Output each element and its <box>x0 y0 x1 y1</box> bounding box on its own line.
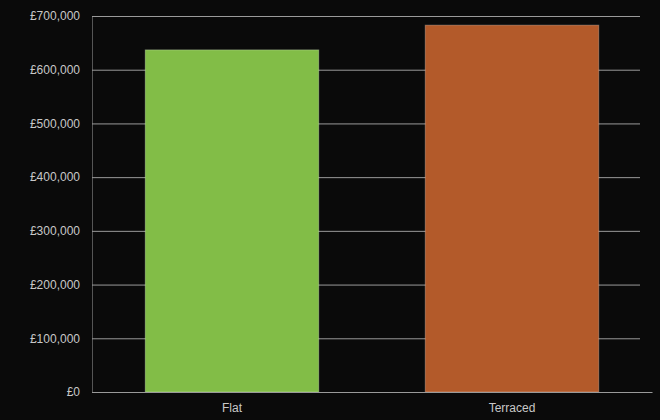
chart: £0 £100,000 £200,000 £300,000 £400,000 £500,0… <box>0 0 660 420</box>
x-tick-label: Flat <box>222 401 243 415</box>
x-tick: Flat <box>222 401 243 415</box>
grid-line <box>92 16 640 17</box>
y-axis: £0 £100,000 £200,000 £300,000 £400,000 £500,0… <box>30 9 640 399</box>
y-axis-line <box>92 17 93 393</box>
y-tick-label: £500,000 <box>30 117 80 131</box>
y-tick-label: £100,000 <box>30 332 80 346</box>
x-axis-line <box>93 392 653 393</box>
y-tick-label: £300,000 <box>30 224 80 238</box>
bar <box>145 50 319 392</box>
y-tick-label: £0 <box>67 385 81 399</box>
y-tick-label: £400,000 <box>30 170 80 184</box>
y-tick: £700,000 <box>30 9 640 23</box>
background <box>0 0 660 420</box>
bar <box>425 25 599 392</box>
y-tick-label: £700,000 <box>30 9 80 23</box>
x-tick-label: Terraced <box>489 401 536 415</box>
y-tick-label: £600,000 <box>30 63 80 77</box>
x-tick: Terraced <box>489 401 536 415</box>
bars <box>145 25 599 392</box>
x-axis: Flat Terraced <box>93 393 653 415</box>
y-tick-label: £200,000 <box>30 278 80 292</box>
